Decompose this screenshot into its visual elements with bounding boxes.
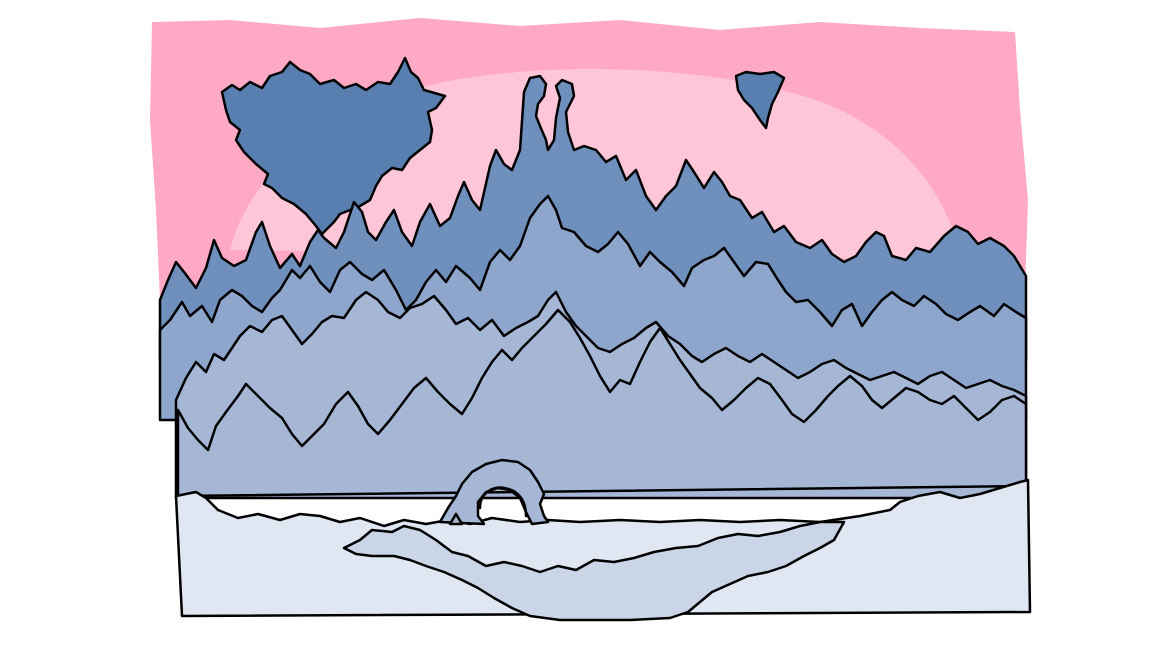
small-floating-rock-icon xyxy=(734,70,786,130)
arch-opening xyxy=(478,486,528,518)
front-hills xyxy=(176,308,1028,498)
floating-island-icon xyxy=(220,56,447,236)
arch-small-stone xyxy=(448,512,464,526)
ground-reflection xyxy=(342,520,846,622)
snow-ground xyxy=(174,478,1032,618)
